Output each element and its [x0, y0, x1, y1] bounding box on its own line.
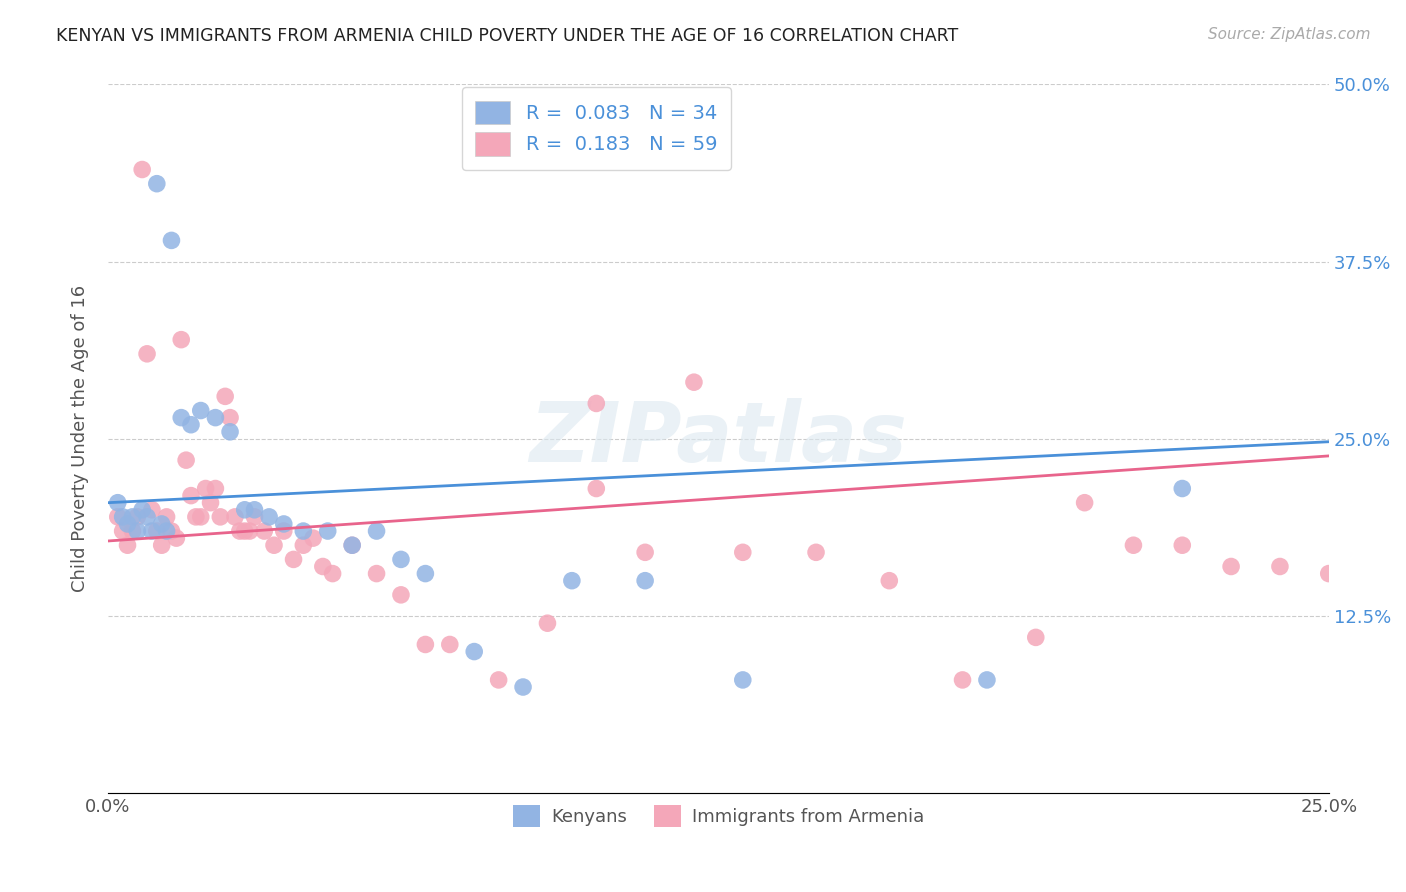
Point [1268, 559, 1291, 574]
Point [488, 673, 510, 687]
Point [415, 566, 437, 581]
Point [512, 680, 534, 694]
Point [229, 524, 252, 538]
Point [683, 375, 706, 389]
Point [366, 566, 388, 581]
Point [127, 524, 149, 538]
Point [1220, 559, 1243, 574]
Point [1171, 482, 1194, 496]
Point [1317, 566, 1340, 581]
Point [585, 396, 607, 410]
Point [283, 552, 305, 566]
Point [463, 644, 485, 658]
Point [150, 516, 173, 531]
Point [1122, 538, 1144, 552]
Point [243, 503, 266, 517]
Point [219, 425, 242, 439]
Point [322, 566, 344, 581]
Point [190, 509, 212, 524]
Point [634, 574, 657, 588]
Point [127, 509, 149, 524]
Point [214, 389, 236, 403]
Point [976, 673, 998, 687]
Point [204, 482, 226, 496]
Point [121, 509, 143, 524]
Point [366, 524, 388, 538]
Point [292, 538, 315, 552]
Point [107, 496, 129, 510]
Point [141, 524, 163, 538]
Point [160, 234, 183, 248]
Text: ZIPatlas: ZIPatlas [530, 399, 907, 479]
Point [1171, 538, 1194, 552]
Y-axis label: Child Poverty Under the Age of 16: Child Poverty Under the Age of 16 [72, 285, 89, 592]
Point [131, 503, 153, 517]
Point [312, 559, 335, 574]
Point [150, 538, 173, 552]
Point [111, 509, 134, 524]
Point [804, 545, 827, 559]
Point [439, 638, 461, 652]
Point [731, 545, 754, 559]
Point [121, 524, 143, 538]
Point [190, 403, 212, 417]
Point [731, 673, 754, 687]
Point [585, 482, 607, 496]
Point [111, 524, 134, 538]
Point [180, 489, 202, 503]
Point [146, 524, 169, 538]
Point [292, 524, 315, 538]
Point [389, 552, 412, 566]
Text: Source: ZipAtlas.com: Source: ZipAtlas.com [1208, 27, 1371, 42]
Point [219, 410, 242, 425]
Text: KENYAN VS IMMIGRANTS FROM ARMENIA CHILD POVERTY UNDER THE AGE OF 16 CORRELATION : KENYAN VS IMMIGRANTS FROM ARMENIA CHILD … [56, 27, 959, 45]
Point [136, 347, 159, 361]
Point [233, 524, 256, 538]
Point [174, 453, 197, 467]
Point [165, 531, 187, 545]
Point [302, 531, 325, 545]
Point [239, 524, 262, 538]
Point [136, 509, 159, 524]
Legend: Kenyans, Immigrants from Armenia: Kenyans, Immigrants from Armenia [506, 797, 931, 834]
Point [131, 162, 153, 177]
Point [253, 524, 276, 538]
Point [170, 333, 193, 347]
Point [952, 673, 974, 687]
Point [117, 516, 139, 531]
Point [141, 503, 163, 517]
Point [634, 545, 657, 559]
Point [536, 616, 558, 631]
Point [233, 503, 256, 517]
Point [263, 538, 285, 552]
Point [194, 482, 217, 496]
Point [1025, 631, 1047, 645]
Point [243, 509, 266, 524]
Point [415, 638, 437, 652]
Point [170, 410, 193, 425]
Point [389, 588, 412, 602]
Point [209, 509, 232, 524]
Point [877, 574, 900, 588]
Point [273, 524, 295, 538]
Point [1073, 496, 1095, 510]
Point [155, 509, 177, 524]
Point [257, 509, 280, 524]
Point [155, 524, 177, 538]
Point [200, 496, 222, 510]
Point [107, 509, 129, 524]
Point [180, 417, 202, 432]
Point [224, 509, 246, 524]
Point [160, 524, 183, 538]
Point [184, 509, 207, 524]
Point [273, 516, 295, 531]
Point [117, 538, 139, 552]
Point [146, 177, 169, 191]
Point [561, 574, 583, 588]
Point [204, 410, 226, 425]
Point [316, 524, 339, 538]
Point [340, 538, 363, 552]
Point [340, 538, 363, 552]
